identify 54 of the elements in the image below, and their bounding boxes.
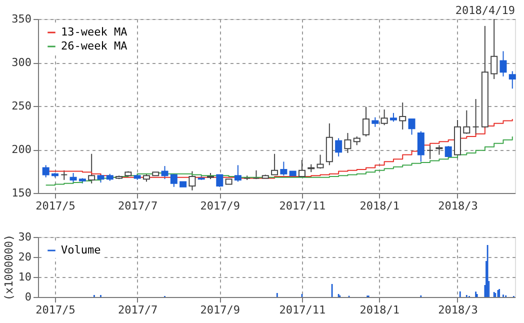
y-tick-label: 350 [12,12,32,26]
candlestick [188,170,196,191]
candlestick [380,108,388,126]
x-tick-label: 2017/11 [279,200,326,212]
x-tick-label: 2018/1 [360,200,400,212]
x-tick-label: 2017/7 [118,304,158,316]
candlestick [463,110,470,134]
x-tick-label: 2018/1 [360,304,400,316]
candlestick [216,174,224,188]
x-tick-label: 2017/5 [36,304,76,316]
candlestick [88,153,96,184]
legend-label: Volume [61,244,101,256]
candlestick [60,170,68,180]
y-tick-label: 300 [12,56,32,69]
candlestick [399,102,406,130]
candlestick [161,166,168,180]
candlestick [316,154,324,170]
y-tick-label: 0 [24,290,32,304]
candlestick [234,164,242,182]
x-tick-label: 2018/3 [438,200,478,212]
candlestick [508,70,516,90]
candlestick [280,161,288,176]
y-tick-label: 250 [12,100,32,112]
candlestick [70,172,77,184]
legend-label: 13-week MA [61,26,128,38]
y-tick-label: 20 [18,250,32,264]
candlestick [500,50,507,77]
candlestick [408,118,416,136]
candlestick [426,144,434,160]
y-tick-label: 10 [18,270,32,284]
candlestick [444,146,452,157]
candlestick [335,138,342,157]
legend-label: 26-week MA [61,40,128,52]
candlestick [417,130,424,162]
x-tick-label: 2017/11 [279,304,326,316]
candlestick [344,132,352,154]
candlestick [298,159,306,178]
candlestick [271,153,278,176]
candlestick [490,18,498,80]
x-tick-label: 2017/5 [36,200,76,212]
x-tick-label: 2017/7 [118,200,158,212]
candlestick [362,106,370,137]
y-tick-label: 150 [12,186,32,200]
x-tick-label: 2018/3 [438,304,478,316]
y-axis-title: (x1000000) [2,234,16,301]
candlestick [372,116,379,128]
x-tick-label: 2017/9 [200,200,240,212]
candlestick [170,173,178,188]
y-tick-label: 30 [18,230,32,244]
text: 2018/4/19 [455,4,515,17]
candlestick [42,164,50,178]
candlestick [472,98,480,136]
y-tick-label: 200 [12,143,32,156]
x-tick-label: 2017/9 [200,304,240,316]
